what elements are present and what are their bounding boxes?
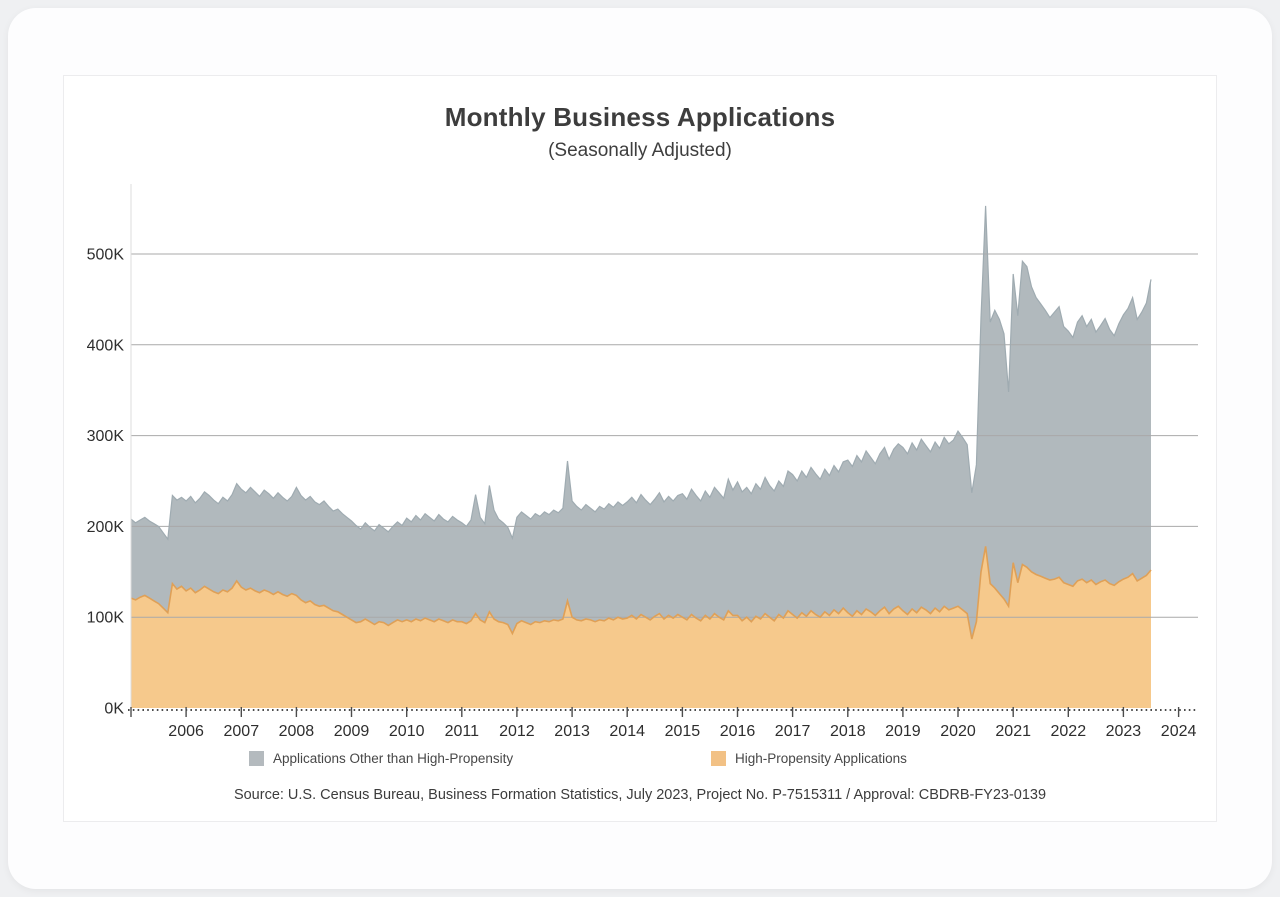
edge-other-than-high-propensity <box>130 205 1152 541</box>
x-tick-label: 2021 <box>995 723 1031 740</box>
x-tick-label: 2006 <box>168 723 204 740</box>
x-tick-label: 2015 <box>665 723 701 740</box>
y-tick-label: 100K <box>87 610 125 627</box>
y-tick-label: 0K <box>104 701 124 718</box>
x-tick-label: 2014 <box>609 723 645 740</box>
legend-label-other: Applications Other than High-Propensity <box>273 751 514 766</box>
x-tick-label: 2019 <box>885 723 921 740</box>
legend-item-high-propensity: High-Propensity Applications <box>711 751 907 766</box>
legend-swatch-high-propensity <box>711 751 726 766</box>
legend-item-other: Applications Other than High-Propensity <box>249 751 513 766</box>
x-tick-label: 2011 <box>445 723 480 740</box>
x-tick-label: 2013 <box>554 723 590 740</box>
area-other-than-high-propensity <box>131 205 1151 639</box>
chart-subtitle: (Seasonally Adjusted) <box>548 140 732 161</box>
y-tick-label: 300K <box>87 428 125 445</box>
x-tick-label: 2024 <box>1161 723 1197 740</box>
x-tick-label: 2018 <box>830 723 866 740</box>
x-tick-label: 2007 <box>224 723 260 740</box>
x-tick-label: 2017 <box>775 723 811 740</box>
x-tick-label: 2020 <box>940 723 976 740</box>
chart-panel: 2006 2007 2008 2009 2010 2011 2012 2013 2014 2015… <box>63 75 1217 822</box>
legend-swatch-other <box>249 751 264 766</box>
chart-title: Monthly Business Applications <box>444 102 836 132</box>
x-tick-label: 2009 <box>334 723 370 740</box>
x-tick-label: 2016 <box>720 723 756 740</box>
y-tick-label: 500K <box>87 247 125 264</box>
area-high-propensity <box>131 546 1151 708</box>
x-tick-label: 2008 <box>279 723 315 740</box>
legend-label-high-propensity: High-Propensity Applications <box>735 751 907 766</box>
source-note: Source: U.S. Census Bureau, Business For… <box>233 787 1047 803</box>
chart-card: 2006 2007 2008 2009 2010 2011 2012 2013 2014 2015… <box>8 8 1272 889</box>
edge-high-propensity <box>130 546 1152 640</box>
stacked-area-chart: 2006 2007 2008 2009 2010 2011 2012 2013 2014 2015… <box>87 184 1198 740</box>
y-tick-label: 400K <box>87 337 125 354</box>
x-tick-label: 2012 <box>499 723 535 740</box>
y-tick-label: 200K <box>87 519 125 536</box>
x-tick-label: 2022 <box>1051 723 1087 740</box>
x-tick-label: 2010 <box>389 723 425 740</box>
x-tick-label: 2023 <box>1106 723 1142 740</box>
